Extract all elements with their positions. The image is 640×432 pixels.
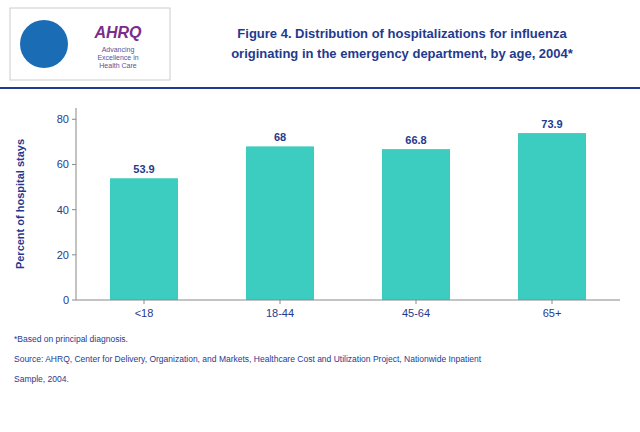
x-tick	[552, 300, 553, 304]
y-tick	[72, 164, 76, 165]
y-tick	[72, 119, 76, 120]
bar	[246, 146, 314, 300]
y-tick	[72, 300, 76, 301]
y-tick	[72, 209, 76, 210]
logo-text: AHRQ	[93, 24, 142, 41]
bars	[110, 133, 586, 300]
y-tick-label: 60	[57, 158, 69, 170]
footnote: *Based on principal diagnosis.	[14, 334, 128, 344]
footnote-line: Source: AHRQ, Center for Delivery, Organ…	[14, 354, 482, 364]
footnote: Sample, 2004.	[14, 374, 69, 384]
logo-box	[10, 8, 170, 80]
data-label: 66.8	[405, 134, 426, 146]
y-tick	[72, 254, 76, 255]
x-tick	[416, 300, 417, 304]
logo-text-line: AHRQ	[93, 24, 142, 41]
logo-emblem	[20, 20, 68, 68]
x-tick	[280, 300, 281, 304]
x-tick-label: 45-64	[402, 307, 430, 319]
x-axis-line	[76, 300, 620, 301]
y-tick-label: 0	[63, 294, 69, 306]
y-tick-label: 20	[57, 249, 69, 261]
x-tick-label: 65+	[543, 307, 562, 319]
bar	[110, 178, 178, 300]
logo-tagline-line: Health Care	[99, 62, 136, 69]
footnote-line: *Based on principal diagnosis.	[14, 334, 128, 344]
data-label: 53.9	[133, 163, 154, 175]
title: Figure 4. Distribution of hospitalizatio…	[231, 26, 574, 61]
bar	[382, 149, 450, 300]
chart: AHRQ AdvancingExcellence inHealth Care Fig…	[0, 0, 640, 432]
x-tick-label: <18	[135, 307, 154, 319]
logo-tagline-line: Advancing	[102, 46, 135, 54]
title-line: originating in the emergency department,…	[231, 46, 574, 61]
x-tick	[144, 300, 145, 304]
y-axis-line	[76, 108, 77, 300]
title-line: Figure 4. Distribution of hospitalizatio…	[237, 26, 567, 41]
y-tick-label: 80	[57, 113, 69, 125]
footnote: Source: AHRQ, Center for Delivery, Organ…	[14, 354, 482, 364]
x-tick-label: 18-44	[266, 307, 294, 319]
logo-tagline: AdvancingExcellence inHealth Care	[97, 46, 138, 69]
y-tick-label: 40	[57, 204, 69, 216]
logo-tagline-line: Excellence in	[97, 54, 138, 61]
header-rule	[0, 87, 640, 89]
data-label: 68	[274, 131, 286, 143]
footnote-line: Sample, 2004.	[14, 374, 69, 384]
bar	[518, 133, 586, 300]
data-label: 73.9	[541, 118, 562, 130]
y-axis-label: Percent of hospital stays	[14, 139, 26, 269]
